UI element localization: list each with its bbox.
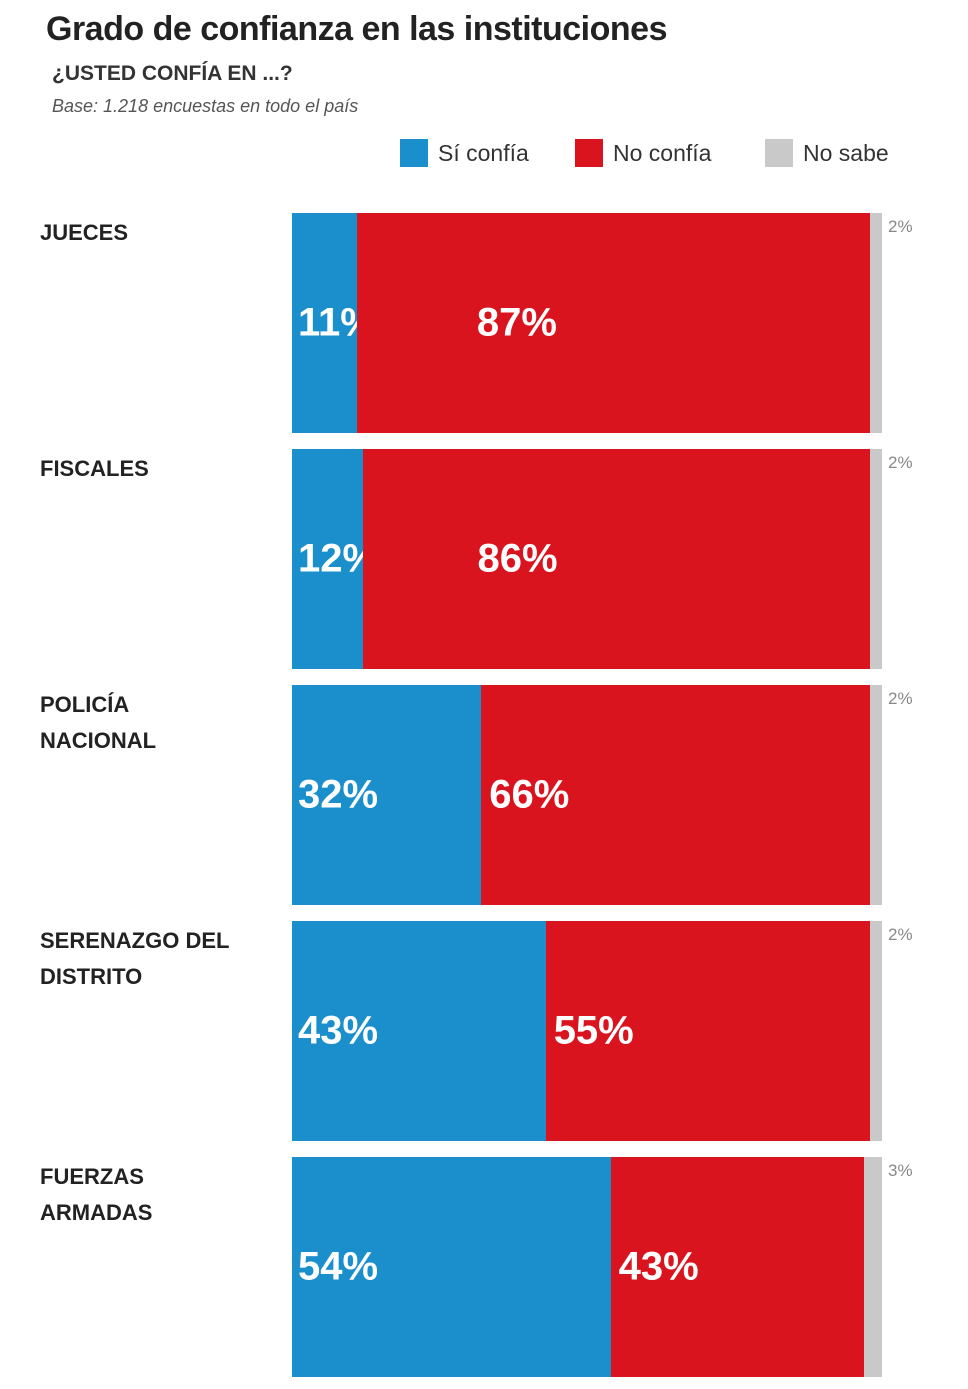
value-label: 32% xyxy=(298,772,379,817)
bar-segment xyxy=(292,921,546,1141)
category-label: POLICÍA NACIONAL xyxy=(40,692,157,753)
bar-segment xyxy=(292,449,363,669)
value-label: 3% xyxy=(888,1161,913,1180)
bar-segment xyxy=(292,213,357,433)
bar-segment xyxy=(870,213,882,433)
value-label: 54% xyxy=(298,1244,379,1289)
bar-segment xyxy=(870,449,882,669)
value-label: 86% xyxy=(477,536,558,581)
value-label: 66% xyxy=(489,772,570,817)
value-label: 2% xyxy=(888,925,913,944)
bar-segment xyxy=(864,1157,882,1377)
bar-segment xyxy=(292,1157,611,1377)
legend-item: No confía xyxy=(575,139,711,167)
value-label: 87% xyxy=(476,300,557,345)
legend-label: No confía xyxy=(613,139,712,166)
legend-item: No sabe xyxy=(765,139,889,167)
category-label: FUERZAS ARMADAS xyxy=(40,1164,153,1225)
value-label: 2% xyxy=(888,217,913,236)
bar-segment xyxy=(610,1157,865,1377)
legend-swatch xyxy=(575,139,603,167)
category-label: SERENAZGO DEL DISTRITO xyxy=(40,928,230,989)
legend-item: Sí confía xyxy=(400,139,529,167)
bar-segment xyxy=(545,921,871,1141)
value-label: 2% xyxy=(888,689,913,708)
chart-subtitle: ¿USTED CONFÍA EN ...? xyxy=(52,62,293,85)
chart-title: Grado de confianza en las instituciones xyxy=(46,10,667,48)
category-label: JUECES xyxy=(40,220,129,245)
legend-label: No sabe xyxy=(803,139,889,166)
category-label: FISCALES xyxy=(40,456,149,481)
legend-swatch xyxy=(400,139,428,167)
value-label: 55% xyxy=(553,1008,634,1053)
bar-segment xyxy=(480,685,871,905)
bar-segment xyxy=(362,449,871,669)
value-label: 2% xyxy=(888,453,913,472)
chart-note: Base: 1.218 encuestas en todo el país xyxy=(52,96,359,116)
legend-swatch xyxy=(765,139,793,167)
bar-segment xyxy=(870,921,882,1141)
bar-segment xyxy=(292,685,481,905)
bar-segment xyxy=(870,685,882,905)
value-label: 43% xyxy=(618,1244,699,1289)
value-label: 43% xyxy=(298,1008,379,1053)
legend-label: Sí confía xyxy=(438,139,529,166)
bar-segment xyxy=(356,213,871,433)
